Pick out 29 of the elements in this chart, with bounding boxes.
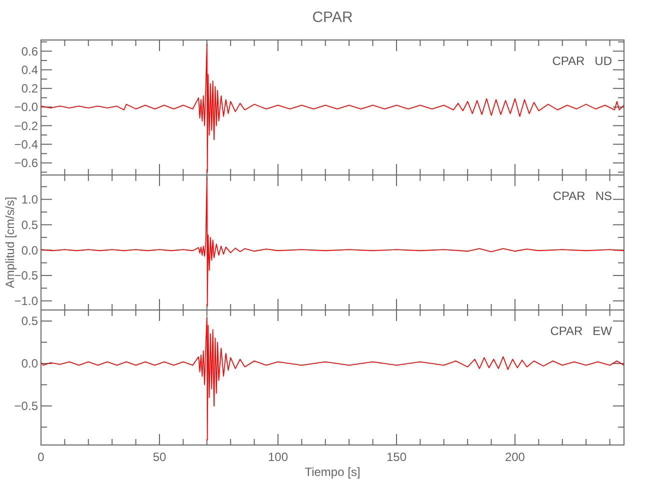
y-tick-label: −0.6 — [14, 156, 38, 170]
y-tick-label: 1.0 — [21, 192, 38, 207]
y-tick-label: 0.5 — [21, 218, 38, 232]
x-tick-label: 200 — [504, 450, 526, 464]
y-tick-label: 0.4 — [21, 62, 38, 77]
line-series — [40, 316, 624, 440]
annotation: CPAR EW — [550, 324, 613, 338]
line-series — [40, 176, 624, 306]
x-tick-label: 0 — [38, 450, 45, 464]
annotation: CPAR NS — [552, 189, 612, 203]
y-tick-label: 0.2 — [21, 82, 38, 96]
line-series — [40, 43, 624, 173]
chart-title: CPAR — [312, 9, 353, 26]
y-tick-label: −0.0 — [14, 100, 38, 114]
y-tick-label: −1.0 — [14, 294, 38, 308]
y-tick-label: −0.2 — [14, 118, 38, 133]
x-axis-title: Tiempo [s] — [304, 465, 360, 479]
x-tick-label: 50 — [152, 450, 166, 464]
y-tick-label: −0.4 — [14, 137, 38, 152]
x-tick-label: 100 — [268, 450, 288, 464]
y-axis-title: Amplitud [cm/s/s] — [3, 196, 17, 288]
y-tick-label: −0.5 — [14, 399, 38, 414]
y-tick-label: 0.0 — [21, 356, 38, 371]
annotation: CPAR UD — [552, 54, 612, 68]
y-tick-label: −0.5 — [14, 268, 38, 283]
y-tick-label: 0.5 — [21, 314, 38, 328]
y-tick-label: 0.6 — [21, 44, 38, 58]
x-tick-label: 150 — [386, 450, 407, 464]
y-tick-label: 0.0 — [21, 243, 38, 258]
